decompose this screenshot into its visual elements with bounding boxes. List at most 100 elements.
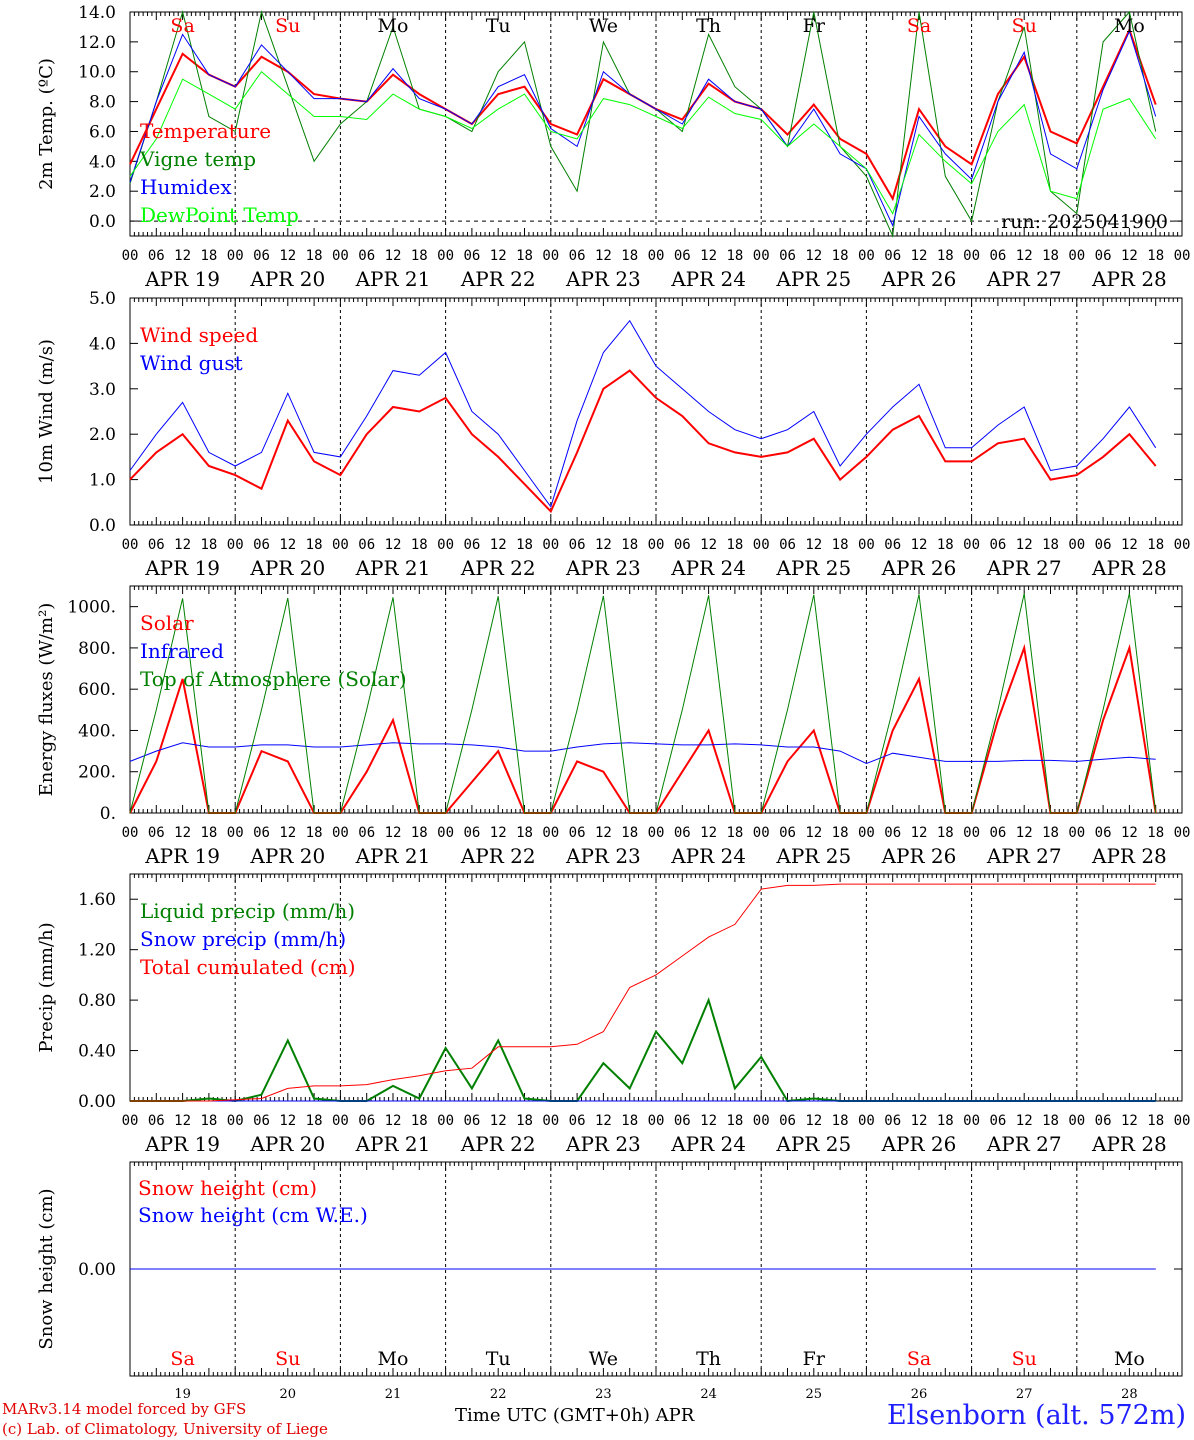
- hour-tick-label: 06: [884, 537, 901, 553]
- time-axis-label: Time UTC (GMT+0h) APR: [455, 1405, 695, 1426]
- hour-tick-label: 12: [911, 825, 928, 841]
- hour-tick-label: 12: [700, 248, 717, 264]
- y-tick-label: 0.: [100, 804, 116, 824]
- hour-tick-label: 18: [1042, 1113, 1059, 1129]
- y-tick-label: 1.0: [89, 471, 116, 491]
- weekday-label: Sa: [170, 15, 194, 37]
- date-label: APR 26: [881, 267, 957, 291]
- hour-tick-label: 12: [700, 1113, 717, 1129]
- hour-tick-label: 12: [174, 1113, 191, 1129]
- hour-tick-label: 00: [858, 1113, 875, 1129]
- hour-tick-label: 00: [858, 537, 875, 553]
- y-tick-label: 0.00: [78, 1260, 116, 1280]
- hour-tick-label: 12: [700, 537, 717, 553]
- hour-tick-label: 12: [805, 825, 822, 841]
- hour-tick-label: 18: [200, 1113, 217, 1129]
- weekday-label: Tu: [486, 15, 511, 37]
- hour-tick-label: 18: [726, 1113, 743, 1129]
- y-tick-label: 800.: [78, 639, 116, 659]
- model-credit: MARv3.14 model forced by GFS: [2, 1400, 247, 1418]
- y-tick-label: 0.0: [89, 516, 116, 536]
- y-tick-label: 1.20: [78, 941, 116, 961]
- hour-tick-label: 00: [437, 1113, 454, 1129]
- hour-tick-label: 12: [174, 825, 191, 841]
- hour-tick-label: 06: [884, 1113, 901, 1129]
- hour-tick-label: 06: [884, 248, 901, 264]
- date-label: APR 28: [1091, 267, 1167, 291]
- hour-tick-label: 00: [1174, 537, 1191, 553]
- hour-tick-label: 18: [726, 248, 743, 264]
- date-label: APR 24: [670, 267, 746, 291]
- date-label: APR 24: [670, 556, 746, 580]
- hour-tick-label: 12: [1121, 1113, 1138, 1129]
- date-label: APR 28: [1091, 844, 1167, 868]
- hour-tick-label: 00: [227, 248, 244, 264]
- day-number-label: 21: [385, 1387, 402, 1402]
- legend-entry: Wind speed: [140, 323, 258, 347]
- hour-tick-label: 18: [832, 1113, 849, 1129]
- date-label: APR 27: [986, 267, 1062, 291]
- date-label: APR 22: [460, 556, 536, 580]
- hour-tick-label: 00: [963, 825, 980, 841]
- y-tick-label: 0.80: [78, 991, 116, 1011]
- hour-tick-label: 12: [911, 537, 928, 553]
- legend-entry: Temperature: [140, 119, 271, 143]
- legend-entry: Snow height (cm): [138, 1176, 317, 1200]
- hour-tick-label: 18: [621, 1113, 638, 1129]
- weekday-label: Sa: [907, 1348, 931, 1370]
- hour-tick-label: 12: [595, 537, 612, 553]
- hour-tick-label: 00: [753, 1113, 770, 1129]
- legend-entry: Snow height (cm W.E.): [138, 1203, 368, 1227]
- day-number-label: 19: [174, 1387, 191, 1402]
- hour-tick-label: 00: [963, 537, 980, 553]
- hour-tick-label: 06: [463, 1113, 480, 1129]
- hour-tick-label: 06: [463, 825, 480, 841]
- hour-tick-label: 06: [674, 1113, 691, 1129]
- hour-tick-label: 00: [437, 248, 454, 264]
- date-label: APR 24: [670, 844, 746, 868]
- weekday-label: Sa: [170, 1348, 194, 1370]
- hour-tick-label: 06: [779, 537, 796, 553]
- hour-tick-label: 18: [937, 537, 954, 553]
- hour-tick-label: 18: [832, 537, 849, 553]
- date-label: APR 25: [775, 556, 851, 580]
- y-tick-label: 6.0: [89, 122, 116, 142]
- hour-tick-label: 18: [411, 248, 428, 264]
- date-label: APR 21: [355, 844, 431, 868]
- date-label: APR 19: [144, 1132, 220, 1156]
- hour-tick-label: 06: [1095, 1113, 1112, 1129]
- legend-entry: Vigne temp: [139, 147, 256, 171]
- weekday-label: Fr: [803, 15, 826, 37]
- hour-tick-label: 12: [1121, 537, 1138, 553]
- hour-tick-label: 18: [516, 825, 533, 841]
- legend-entry: Wind gust: [140, 351, 243, 375]
- hour-tick-label: 06: [1095, 537, 1112, 553]
- hour-tick-label: 12: [911, 1113, 928, 1129]
- hour-tick-label: 12: [1121, 248, 1138, 264]
- hour-tick-label: 06: [253, 537, 270, 553]
- hour-tick-label: 00: [542, 248, 559, 264]
- hour-tick-label: 00: [437, 825, 454, 841]
- hour-tick-label: 18: [200, 248, 217, 264]
- hour-tick-label: 00: [332, 1113, 349, 1129]
- legend-entry: Humidex: [140, 175, 232, 199]
- date-label: APR 26: [881, 556, 957, 580]
- hour-tick-label: 18: [1147, 825, 1164, 841]
- hour-tick-label: 12: [911, 248, 928, 264]
- hour-tick-label: 18: [411, 537, 428, 553]
- day-number-label: 28: [1121, 1387, 1138, 1402]
- hour-tick-label: 06: [1095, 825, 1112, 841]
- hour-tick-label: 00: [963, 1113, 980, 1129]
- hour-tick-label: 06: [884, 825, 901, 841]
- hour-tick-label: 06: [674, 537, 691, 553]
- hour-tick-label: 00: [332, 537, 349, 553]
- hour-tick-label: 18: [306, 1113, 323, 1129]
- hour-tick-label: 12: [805, 248, 822, 264]
- hour-tick-label: 18: [832, 248, 849, 264]
- y-tick-label: 5.0: [89, 289, 116, 309]
- hour-tick-label: 06: [358, 537, 375, 553]
- date-label: APR 20: [249, 267, 325, 291]
- hour-tick-label: 00: [122, 1113, 139, 1129]
- hour-tick-label: 06: [779, 1113, 796, 1129]
- hour-tick-label: 00: [1068, 825, 1085, 841]
